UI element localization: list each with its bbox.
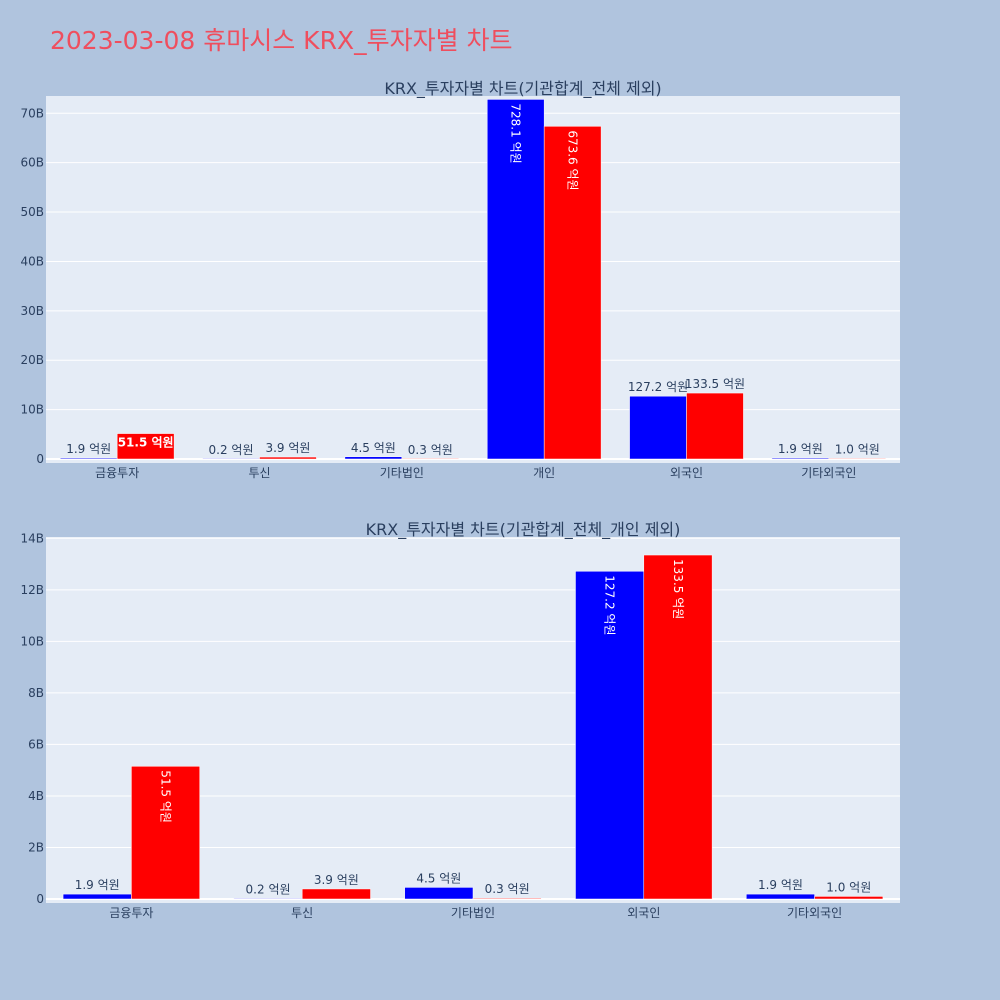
bar (486, 99, 545, 460)
bar (404, 887, 474, 900)
x-tick-label: 투신 (291, 906, 313, 920)
x-tick-label: 기타외국인 (787, 906, 842, 920)
x-tick-label: 기타법인 (380, 466, 424, 480)
chart-title: KRX_투자자별 차트(기관합계_전체 제외) (384, 79, 661, 99)
y-tick-label: 70B (20, 106, 44, 120)
data-label: 3.9 억원 (314, 873, 359, 887)
bar (629, 395, 687, 460)
data-label: 0.3 억원 (485, 882, 530, 896)
bar (814, 896, 884, 900)
data-label: 3.9 억원 (265, 441, 310, 455)
bar (62, 893, 132, 900)
data-label: 1.9 억원 (778, 442, 823, 456)
bar (233, 898, 303, 900)
chart-bottom: 0 2B 4B 6B 8B 10B 12B 14B KRX_투자자별 차트(기관합계_전체_개인… (20, 520, 900, 920)
bar (202, 458, 260, 460)
data-label: 127.2 억원 (628, 380, 688, 394)
bar (472, 897, 542, 900)
x-tick-label: 금융투자 (95, 466, 139, 480)
y-tick-label: 10B (20, 634, 44, 648)
bar (344, 456, 403, 460)
data-label: 0.2 억원 (246, 882, 291, 896)
bar (131, 766, 200, 900)
y-tick-label: 2B (28, 840, 44, 854)
data-label: 0.3 억원 (408, 443, 453, 457)
y-tick-label: 60B (20, 156, 44, 170)
y-tick-label: 20B (20, 353, 44, 367)
y-tick-label: 4B (28, 789, 44, 803)
bar (828, 458, 887, 460)
x-tick-label: 외국인 (670, 466, 703, 480)
data-label: 1.9 억원 (66, 442, 111, 456)
bar (59, 457, 118, 460)
bar (301, 888, 371, 900)
y-tick-label: 12B (20, 583, 44, 597)
x-tick-label: 투신 (248, 466, 270, 480)
x-tick-label: 기타외국인 (801, 466, 856, 480)
y-tick-label: 50B (20, 205, 44, 219)
data-label: 0.2 억원 (209, 443, 254, 457)
y-tick-label: 14B (20, 531, 44, 545)
chart-title: KRX_투자자별 차트(기관합계_전체_개인 제외) (366, 520, 681, 540)
x-tick-label: 개인 (533, 466, 555, 480)
bar (116, 433, 175, 460)
data-label: 1.0 억원 (826, 880, 871, 894)
data-label: 51.5 억원 (118, 436, 174, 450)
bar (401, 458, 460, 460)
bar (259, 456, 317, 460)
bar (575, 571, 645, 900)
data-label: 728.1 억원 (509, 103, 523, 163)
x-tick-label: 외국인 (627, 906, 660, 920)
data-label: 4.5 억원 (416, 871, 461, 885)
data-label: 133.5 억원 (671, 559, 685, 619)
x-tick-label: 금융투자 (109, 906, 153, 920)
y-tick-label: 10B (20, 403, 44, 417)
y-tick-label: 30B (20, 304, 44, 318)
y-tick-label: 40B (20, 254, 44, 268)
y-tick-label: 0 (36, 892, 44, 906)
data-label: 133.5 억원 (685, 377, 745, 391)
bar (643, 554, 713, 900)
bar (686, 392, 744, 460)
data-label: 51.5 억원 (159, 770, 173, 823)
chart-top: 0 10B 20B 30B 40B 50B 60B 70B KRX_투자자별 차트(기관합계_전… (20, 79, 900, 480)
bar (543, 126, 602, 460)
bar (771, 457, 830, 460)
data-label: 127.2 억원 (603, 575, 617, 635)
plot-area (46, 96, 900, 463)
y-tick-label: 8B (28, 686, 44, 700)
data-label: 673.6 억원 (566, 130, 580, 190)
bar (746, 893, 815, 900)
y-tick-label: 0 (36, 452, 44, 466)
data-label: 1.9 억원 (758, 878, 803, 892)
data-label: 4.5 억원 (351, 441, 396, 455)
y-tick-label: 6B (28, 737, 44, 751)
x-tick-label: 기타법인 (451, 906, 495, 920)
data-label: 1.0 억원 (835, 443, 880, 457)
page-title: 2023-03-08 휴마시스 KRX_투자자별 차트 (50, 26, 513, 55)
data-label: 1.9 억원 (75, 878, 120, 892)
